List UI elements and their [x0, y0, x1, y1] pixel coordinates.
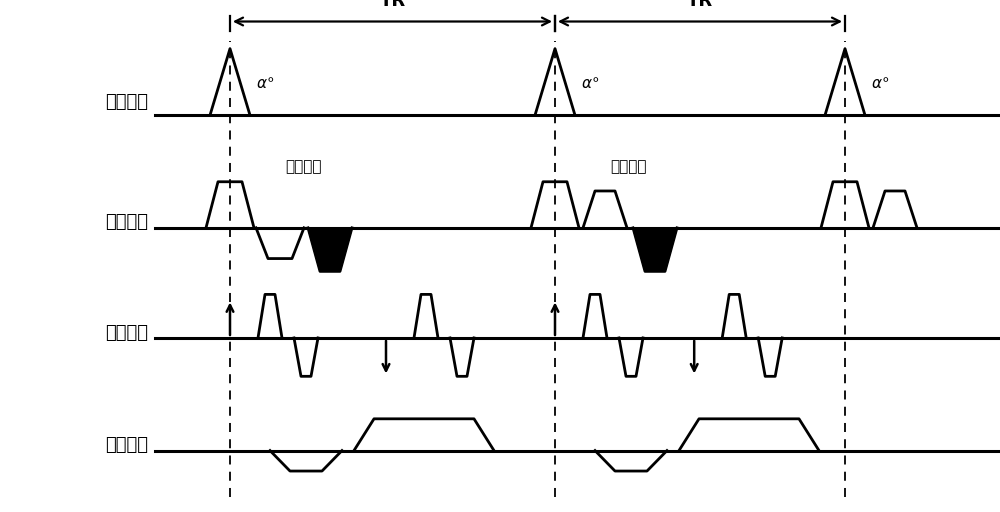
Text: $\alpha$°: $\alpha$°	[256, 76, 274, 91]
Text: 相位编码: 相位编码	[105, 324, 148, 342]
Text: 血流补偿: 血流补偿	[610, 159, 647, 174]
Text: TR: TR	[687, 0, 713, 10]
Polygon shape	[633, 228, 677, 271]
Polygon shape	[308, 228, 352, 271]
Text: 频率编码: 频率编码	[105, 436, 148, 455]
Text: $\alpha$°: $\alpha$°	[581, 76, 599, 91]
Text: 血流补偿: 血流补偿	[285, 159, 322, 174]
Text: TR: TR	[379, 0, 406, 10]
Text: 层选梯度: 层选梯度	[105, 212, 148, 231]
Text: 射频脉冲: 射频脉冲	[105, 93, 148, 112]
Text: $\alpha$°: $\alpha$°	[871, 76, 889, 91]
